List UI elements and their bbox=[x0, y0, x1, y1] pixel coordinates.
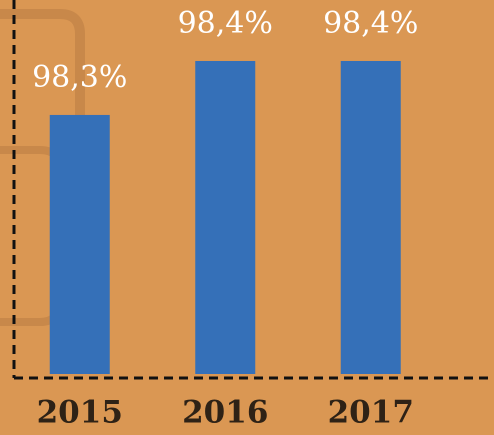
value-label: 98,3% bbox=[32, 60, 127, 95]
value-label: 98,4% bbox=[323, 6, 418, 41]
bar bbox=[340, 60, 401, 374]
x-tick-label: 2016 bbox=[182, 395, 268, 431]
x-tick-label: 2017 bbox=[328, 395, 414, 431]
value-label: 98,4% bbox=[178, 6, 273, 41]
decoration bbox=[0, 9, 85, 120]
bar bbox=[49, 114, 110, 374]
x-tick-label: 2015 bbox=[37, 395, 123, 431]
bar bbox=[195, 60, 256, 374]
